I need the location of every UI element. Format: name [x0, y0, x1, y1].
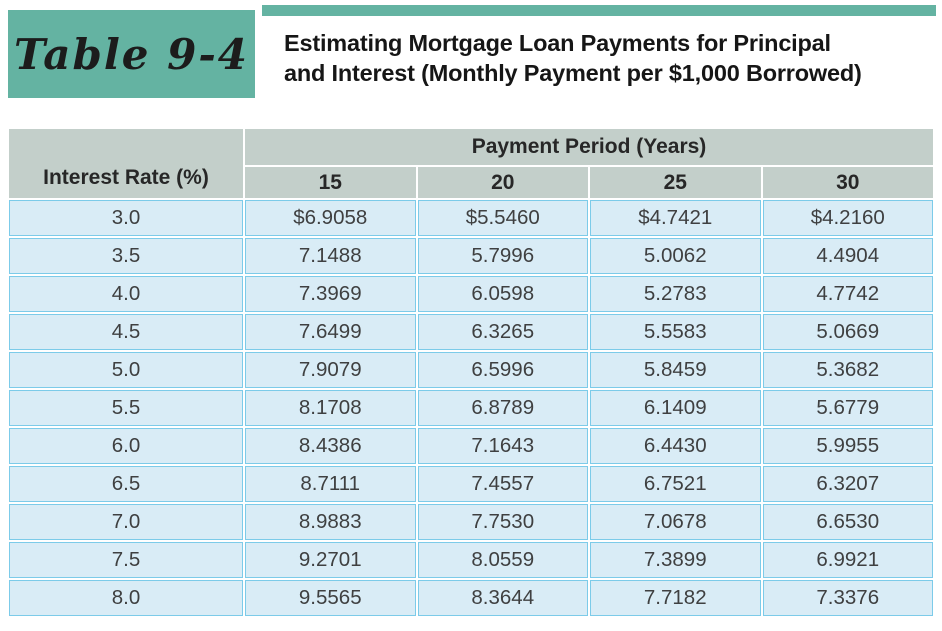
table-row: 6.5 8.7111 7.4557 6.7521 6.3207: [9, 466, 933, 502]
table-row: 4.5 7.6499 6.3265 5.5583 5.0669: [9, 314, 933, 350]
interest-rate-cell: 6.5: [9, 466, 243, 502]
payment-value-cell: 7.1488: [245, 238, 416, 274]
header-row-years: 15 20 25 30: [9, 167, 933, 198]
payment-value-cell: $4.7421: [590, 200, 761, 236]
payment-value-cell: 6.8789: [417, 390, 588, 426]
payment-value-cell: 8.4386: [245, 428, 416, 464]
table-row: 6.0 8.4386 7.1643 6.4430 5.9955: [9, 428, 933, 464]
payment-value-cell: 5.7996: [417, 238, 588, 274]
payment-value-cell: 5.2783: [590, 276, 761, 312]
year-column-header-30: 30: [762, 167, 933, 198]
table-row: 4.0 7.3969 6.0598 5.2783 4.7742: [9, 276, 933, 312]
payment-value-cell: 5.8459: [590, 352, 761, 388]
payment-value-cell: 7.7530: [417, 504, 588, 540]
interest-rate-cell: 3.0: [9, 200, 243, 236]
payment-value-cell: 6.6530: [762, 504, 933, 540]
interest-rate-cell: 7.0: [9, 504, 243, 540]
payment-value-cell: 8.1708: [245, 390, 416, 426]
payment-value-cell: 6.4430: [590, 428, 761, 464]
payment-value-cell: 5.0669: [762, 314, 933, 350]
payment-value-cell: 6.1409: [590, 390, 761, 426]
table-row: 8.0 9.5565 8.3644 7.7182 7.3376: [9, 580, 933, 616]
payment-value-cell: 8.7111: [245, 466, 416, 502]
interest-rate-cell: 4.5: [9, 314, 243, 350]
interest-rate-cell: 5.5: [9, 390, 243, 426]
table-body: 3.0 $6.9058 $5.5460 $4.7421 $4.2160 3.5 7.1488…: [9, 200, 933, 616]
year-column-header-20: 20: [417, 167, 588, 198]
year-column-header-15: 15: [245, 167, 416, 198]
payment-value-cell: $4.2160: [762, 200, 933, 236]
table-row: 7.0 8.9883 7.7530 7.0678 6.6530: [9, 504, 933, 540]
payment-value-cell: $6.9058: [245, 200, 416, 236]
payment-value-cell: 7.3969: [245, 276, 416, 312]
table-title: Estimating Mortgage Loan Payments for Pr…: [262, 16, 936, 88]
interest-rate-cell: 8.0: [9, 580, 243, 616]
payment-value-cell: 6.9921: [762, 542, 933, 578]
interest-rate-cell: 4.0: [9, 276, 243, 312]
payment-value-cell: 7.6499: [245, 314, 416, 350]
payment-value-cell: 8.9883: [245, 504, 416, 540]
mortgage-payment-table: Interest Rate (%) Payment Period (Years)…: [7, 127, 935, 618]
payment-value-cell: 5.6779: [762, 390, 933, 426]
table-row: 5.0 7.9079 6.5996 5.8459 5.3682: [9, 352, 933, 388]
payment-value-cell: 6.0598: [417, 276, 588, 312]
interest-rate-cell: 5.0: [9, 352, 243, 388]
payment-period-header: Payment Period (Years): [245, 129, 933, 165]
payment-value-cell: 6.7521: [590, 466, 761, 502]
table-label: Table 9-4: [14, 29, 249, 79]
table-label-box: Table 9-4: [8, 10, 255, 98]
payment-value-cell: 7.0678: [590, 504, 761, 540]
payment-value-cell: 7.1643: [417, 428, 588, 464]
payment-value-cell: $5.5460: [417, 200, 588, 236]
payment-value-cell: 7.7182: [590, 580, 761, 616]
table-row: 7.5 9.2701 8.0559 7.3899 6.9921: [9, 542, 933, 578]
payment-value-cell: 6.3265: [417, 314, 588, 350]
payment-value-cell: 8.3644: [417, 580, 588, 616]
interest-rate-cell: 3.5: [9, 238, 243, 274]
payment-value-cell: 5.3682: [762, 352, 933, 388]
payment-value-cell: 7.4557: [417, 466, 588, 502]
table-row: 3.0 $6.9058 $5.5460 $4.7421 $4.2160: [9, 200, 933, 236]
interest-rate-header: Interest Rate (%): [9, 129, 243, 198]
header-row-group: Interest Rate (%) Payment Period (Years): [9, 129, 933, 198]
payment-value-cell: 9.2701: [245, 542, 416, 578]
table-row: 5.5 8.1708 6.8789 6.1409 5.6779: [9, 390, 933, 426]
payment-value-cell: 4.4904: [762, 238, 933, 274]
table-row: 3.5 7.1488 5.7996 5.0062 4.4904: [9, 238, 933, 274]
interest-rate-cell: 7.5: [9, 542, 243, 578]
payment-value-cell: 5.0062: [590, 238, 761, 274]
payment-value-cell: 7.3899: [590, 542, 761, 578]
payment-value-cell: 8.0559: [417, 542, 588, 578]
title-accent-bar: [262, 5, 936, 16]
payment-value-cell: 5.5583: [590, 314, 761, 350]
payment-value-cell: 5.9955: [762, 428, 933, 464]
payment-value-cell: 6.3207: [762, 466, 933, 502]
payment-value-cell: 9.5565: [245, 580, 416, 616]
payment-value-cell: 6.5996: [417, 352, 588, 388]
interest-rate-cell: 6.0: [9, 428, 243, 464]
table-header: Interest Rate (%) Payment Period (Years)…: [9, 129, 933, 198]
payment-value-cell: 4.7742: [762, 276, 933, 312]
table-title-line2: and Interest (Monthly Payment per $1,000…: [284, 60, 862, 86]
payment-value-cell: 7.9079: [245, 352, 416, 388]
table-title-line1: Estimating Mortgage Loan Payments for Pr…: [284, 30, 831, 56]
title-block: Estimating Mortgage Loan Payments for Pr…: [262, 5, 936, 98]
payment-value-cell: 7.3376: [762, 580, 933, 616]
year-column-header-25: 25: [590, 167, 761, 198]
